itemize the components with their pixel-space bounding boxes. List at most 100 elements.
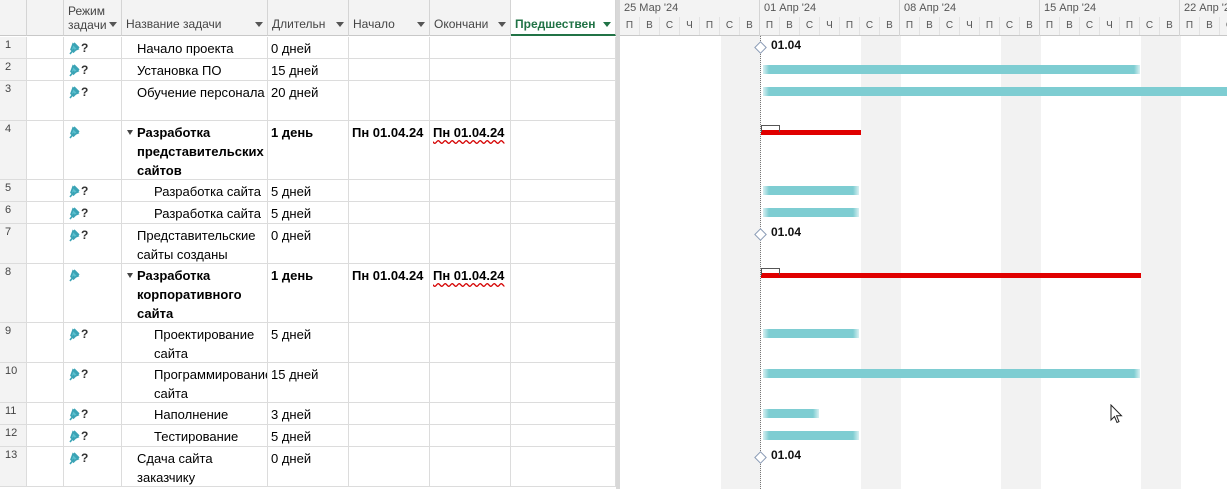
task-name-cell[interactable]: Сдача сайта заказчику <box>122 447 268 486</box>
finish-cell[interactable]: Пн 01.04.24 <box>430 121 511 179</box>
task-name-cell[interactable]: Разработка сайта <box>122 180 268 201</box>
row-id-cell[interactable]: 1 <box>0 37 27 58</box>
finish-cell[interactable] <box>430 180 511 201</box>
duration-cell[interactable]: 0 дней <box>268 37 349 58</box>
view-splitter[interactable] <box>616 0 620 489</box>
indicator-cell[interactable] <box>27 202 64 223</box>
table-row[interactable]: 11? Наполнение сайта 3 дней <box>0 403 616 425</box>
row-id-cell[interactable]: 3 <box>0 81 27 120</box>
indicator-cell[interactable] <box>27 425 64 446</box>
finish-cell[interactable] <box>430 37 511 58</box>
indicator-cell[interactable] <box>27 224 64 263</box>
row-id-cell[interactable]: 2 <box>0 59 27 80</box>
task-name-cell[interactable]: Разработка корпоративного сайта <box>122 264 268 322</box>
duration-cell[interactable]: 5 дней <box>268 202 349 223</box>
task-name-cell[interactable]: Обучение персонала <box>122 81 268 120</box>
start-cell[interactable] <box>349 202 430 223</box>
finish-cell[interactable] <box>430 224 511 263</box>
task-mode-cell[interactable]: ? <box>64 425 122 446</box>
task-name-header[interactable]: Название задачи <box>122 0 268 36</box>
summary-bar[interactable] <box>761 273 1141 278</box>
duration-cell[interactable]: 0 дней <box>268 447 349 486</box>
task-mode-cell[interactable]: ? <box>64 447 122 486</box>
predecessors-cell[interactable] <box>511 224 616 263</box>
task-mode-cell[interactable]: ? <box>64 323 122 362</box>
task-mode-cell[interactable]: ? <box>64 363 122 402</box>
table-row[interactable]: 4 Разработка представительских сайтов 1 де… <box>0 121 616 180</box>
collapse-triangle-icon[interactable] <box>127 273 133 278</box>
row-id-cell[interactable]: 13 <box>0 447 27 486</box>
row-id-cell[interactable]: 11 <box>0 403 27 424</box>
chevron-down-icon[interactable] <box>255 22 263 27</box>
duration-cell[interactable]: 20 дней <box>268 81 349 120</box>
task-name-cell[interactable]: Наполнение сайта <box>122 403 268 424</box>
indicator-cell[interactable] <box>27 37 64 58</box>
indicator-cell[interactable] <box>27 447 64 486</box>
task-mode-cell[interactable]: ? <box>64 180 122 201</box>
task-name-cell[interactable]: Установка ПО <box>122 59 268 80</box>
start-cell[interactable] <box>349 425 430 446</box>
duration-cell[interactable]: 1 день <box>268 121 349 179</box>
chevron-down-icon[interactable] <box>603 22 611 27</box>
task-bar[interactable] <box>763 208 859 217</box>
row-id-cell[interactable]: 8 <box>0 264 27 322</box>
table-row[interactable]: 9? Проектирование сайта 5 дней <box>0 323 616 363</box>
row-id-cell[interactable]: 9 <box>0 323 27 362</box>
indicator-cell[interactable] <box>27 121 64 179</box>
collapse-triangle-icon[interactable] <box>127 130 133 135</box>
predecessors-cell[interactable] <box>511 447 616 486</box>
finish-cell[interactable] <box>430 81 511 120</box>
indicator-cell[interactable] <box>27 323 64 362</box>
finish-cell[interactable] <box>430 403 511 424</box>
summary-bar[interactable] <box>761 130 861 135</box>
chevron-down-icon[interactable] <box>498 22 506 27</box>
start-cell[interactable] <box>349 447 430 486</box>
indicator-cell[interactable] <box>27 180 64 201</box>
task-mode-cell[interactable]: ? <box>64 403 122 424</box>
table-row[interactable]: 3? Обучение персонала 20 дней <box>0 81 616 121</box>
row-id-cell[interactable]: 4 <box>0 121 27 179</box>
start-cell[interactable] <box>349 323 430 362</box>
predecessors-cell[interactable] <box>511 59 616 80</box>
table-row[interactable]: 6? Разработка сайта 5 дней <box>0 202 616 224</box>
start-cell[interactable] <box>349 37 430 58</box>
indicator-cell[interactable] <box>27 363 64 402</box>
task-mode-cell[interactable]: ? <box>64 202 122 223</box>
duration-cell[interactable]: 5 дней <box>268 425 349 446</box>
table-row[interactable]: 12? Тестирование сайта 5 дней <box>0 425 616 447</box>
row-id-cell[interactable]: 12 <box>0 425 27 446</box>
duration-cell[interactable]: 1 день <box>268 264 349 322</box>
task-mode-cell[interactable]: ? <box>64 37 122 58</box>
predecessors-cell[interactable] <box>511 180 616 201</box>
table-row[interactable]: 8 Разработка корпоративного сайта 1 день Пн… <box>0 264 616 323</box>
indicator-cell[interactable] <box>27 403 64 424</box>
task-mode-cell[interactable]: ? <box>64 224 122 263</box>
task-bar[interactable] <box>763 87 1227 96</box>
predecessors-cell[interactable] <box>511 425 616 446</box>
finish-header[interactable]: Окончани <box>430 0 511 36</box>
duration-cell[interactable]: 5 дней <box>268 180 349 201</box>
task-name-cell[interactable]: Начало проекта <box>122 37 268 58</box>
finish-cell[interactable] <box>430 447 511 486</box>
predecessors-cell[interactable] <box>511 403 616 424</box>
task-bar[interactable] <box>763 329 859 338</box>
finish-cell[interactable]: Пн 01.04.24 <box>430 264 511 322</box>
indicator-cell[interactable] <box>27 264 64 322</box>
chevron-down-icon[interactable] <box>109 22 117 27</box>
task-bar[interactable] <box>763 431 859 440</box>
row-id-cell[interactable]: 6 <box>0 202 27 223</box>
row-id-cell[interactable]: 5 <box>0 180 27 201</box>
start-cell[interactable] <box>349 81 430 120</box>
indicators-header[interactable]: i <box>27 0 64 36</box>
task-bar[interactable] <box>763 369 1140 378</box>
task-bar[interactable] <box>763 65 1140 74</box>
indicator-cell[interactable] <box>27 81 64 120</box>
task-bar[interactable] <box>763 186 859 195</box>
predecessors-header[interactable]: Предшествен <box>511 0 616 36</box>
predecessors-cell[interactable] <box>511 363 616 402</box>
task-mode-cell[interactable]: ? <box>64 81 122 120</box>
task-mode-header[interactable]: Режим задачи <box>64 0 122 36</box>
start-header[interactable]: Начало <box>349 0 430 36</box>
task-name-cell[interactable]: Тестирование сайта <box>122 425 268 446</box>
start-cell[interactable] <box>349 224 430 263</box>
